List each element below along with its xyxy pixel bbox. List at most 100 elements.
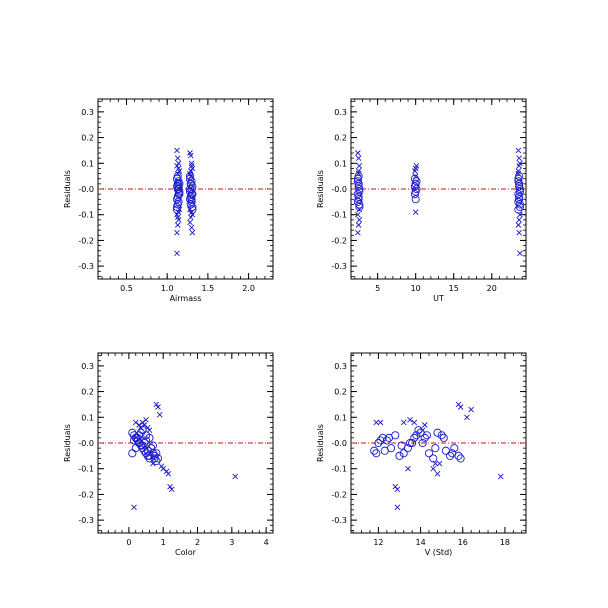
data-point-circle <box>354 172 363 181</box>
y-tick-label: -0.1 <box>331 211 347 220</box>
data-point-circle <box>378 433 387 442</box>
data-point-x <box>188 224 195 231</box>
data-point-circle <box>185 187 195 196</box>
x-tick-label: 2 <box>195 538 200 547</box>
y-tick-label: 0.2 <box>81 134 94 143</box>
data-point-circle <box>138 426 147 435</box>
y-axis-label: Residuals <box>316 424 325 462</box>
y-tick-label: -0.3 <box>331 516 347 525</box>
x-tick-label: 16 <box>458 538 468 547</box>
data-point-circle <box>355 200 364 209</box>
data-point-x <box>355 222 362 228</box>
y-tick-label: 0.1 <box>81 159 94 168</box>
data-point-circle <box>384 433 394 442</box>
data-point-x <box>189 229 196 236</box>
x-axis-label: UT <box>433 294 444 303</box>
plot-panel-1: 0.5 1.0 1.5 2.0 -0.3 -0.2 -0.1 -0.0 0.1 0.2 0.3 Air… <box>63 98 274 303</box>
data-point-x <box>160 465 167 472</box>
data-point-circle <box>446 451 455 460</box>
y-tick-label: -0.3 <box>78 516 94 525</box>
data-point-x <box>411 419 418 426</box>
data-point-x <box>187 214 194 221</box>
data-point-circle <box>188 182 197 191</box>
data-point-circle <box>148 441 157 450</box>
y-tick-label: 0.3 <box>334 108 347 117</box>
y-tick-label: -0.0 <box>331 185 347 194</box>
data-point-x <box>189 211 196 218</box>
data-point-x <box>355 170 362 177</box>
data-point-x <box>394 504 401 511</box>
data-point-circle <box>514 197 523 206</box>
y-tick-label: -0.3 <box>331 262 347 271</box>
data-point-x <box>434 471 441 477</box>
data-point-circle <box>514 205 523 214</box>
plot-panel-2: 5 10 15 20 -0.3 -0.2 -0.1 -0.0 0.1 0.2 0.3 UT Residu… <box>316 98 527 303</box>
data-point-x <box>405 465 411 472</box>
y-tick-label: -0.3 <box>78 262 94 271</box>
x-tick-label: 0 <box>126 538 131 547</box>
data-point-x <box>516 155 522 161</box>
data-point-x <box>356 217 363 223</box>
data-point-x <box>464 414 470 421</box>
data-point-x <box>517 211 523 218</box>
data-point-circle <box>515 182 524 191</box>
data-point-x <box>156 411 163 418</box>
data-point-x <box>165 471 172 477</box>
data-point-x <box>163 468 170 475</box>
data-point-x <box>232 473 239 480</box>
y-tick-label: 0.2 <box>334 134 347 143</box>
y-tick-label: -0.0 <box>78 439 94 448</box>
data-point-x <box>175 160 182 167</box>
data-point-circle <box>412 177 421 186</box>
data-point-x <box>516 229 522 236</box>
data-point-x <box>141 422 148 428</box>
data-point-x <box>189 165 196 172</box>
data-point-circle <box>514 177 523 186</box>
data-point-circle <box>431 444 440 453</box>
data-point-x <box>373 419 380 426</box>
data-point-circle <box>456 454 465 463</box>
data-point-circle <box>140 438 149 448</box>
plot-panel-4: 12 14 16 18 -0.3 -0.2 -0.1 -0.0 0.1 0.2 0.3 V (Std)… <box>316 352 527 557</box>
data-point-circle <box>174 190 183 199</box>
data-point-x <box>187 219 193 226</box>
data-point-x <box>430 465 437 472</box>
x-tick-label: 10 <box>411 284 421 293</box>
data-point-x <box>158 463 165 469</box>
data-point-x <box>174 214 181 221</box>
data-point-circle <box>411 195 420 204</box>
data-point-circle <box>152 456 161 466</box>
data-point-x <box>356 163 363 169</box>
data-point-circle <box>418 438 427 448</box>
data-point-x <box>421 422 428 428</box>
data-point-circle <box>422 431 431 440</box>
data-point-circle <box>187 190 196 199</box>
data-point-circle <box>450 444 459 453</box>
data-point-x <box>167 483 173 490</box>
data-point-circle <box>515 172 524 181</box>
data-point-x <box>175 209 182 215</box>
data-point-x <box>516 163 522 169</box>
y-tick-label: 0.2 <box>334 388 347 397</box>
data-point-x <box>394 486 401 493</box>
data-point-x <box>132 419 139 426</box>
data-point-x <box>174 170 181 177</box>
data-point-circle <box>185 184 195 194</box>
data-point-x <box>174 155 181 161</box>
data-point-x <box>174 250 180 257</box>
data-point-circle <box>153 454 163 463</box>
data-point-circle <box>129 436 139 445</box>
data-point-circle <box>187 195 196 204</box>
data-point-circle <box>355 187 364 196</box>
y-tick-label: 0.2 <box>81 388 94 397</box>
data-point-x <box>516 217 522 223</box>
data-point-x <box>356 206 363 213</box>
data-point-x <box>187 206 193 213</box>
data-point-x <box>168 486 175 493</box>
x-tick-label: 3 <box>229 538 234 547</box>
x-axis-label: V (Std) <box>425 548 453 557</box>
data-point-circle <box>411 187 420 196</box>
data-point-circle <box>145 451 154 460</box>
x-tick-label: 18 <box>500 538 510 547</box>
